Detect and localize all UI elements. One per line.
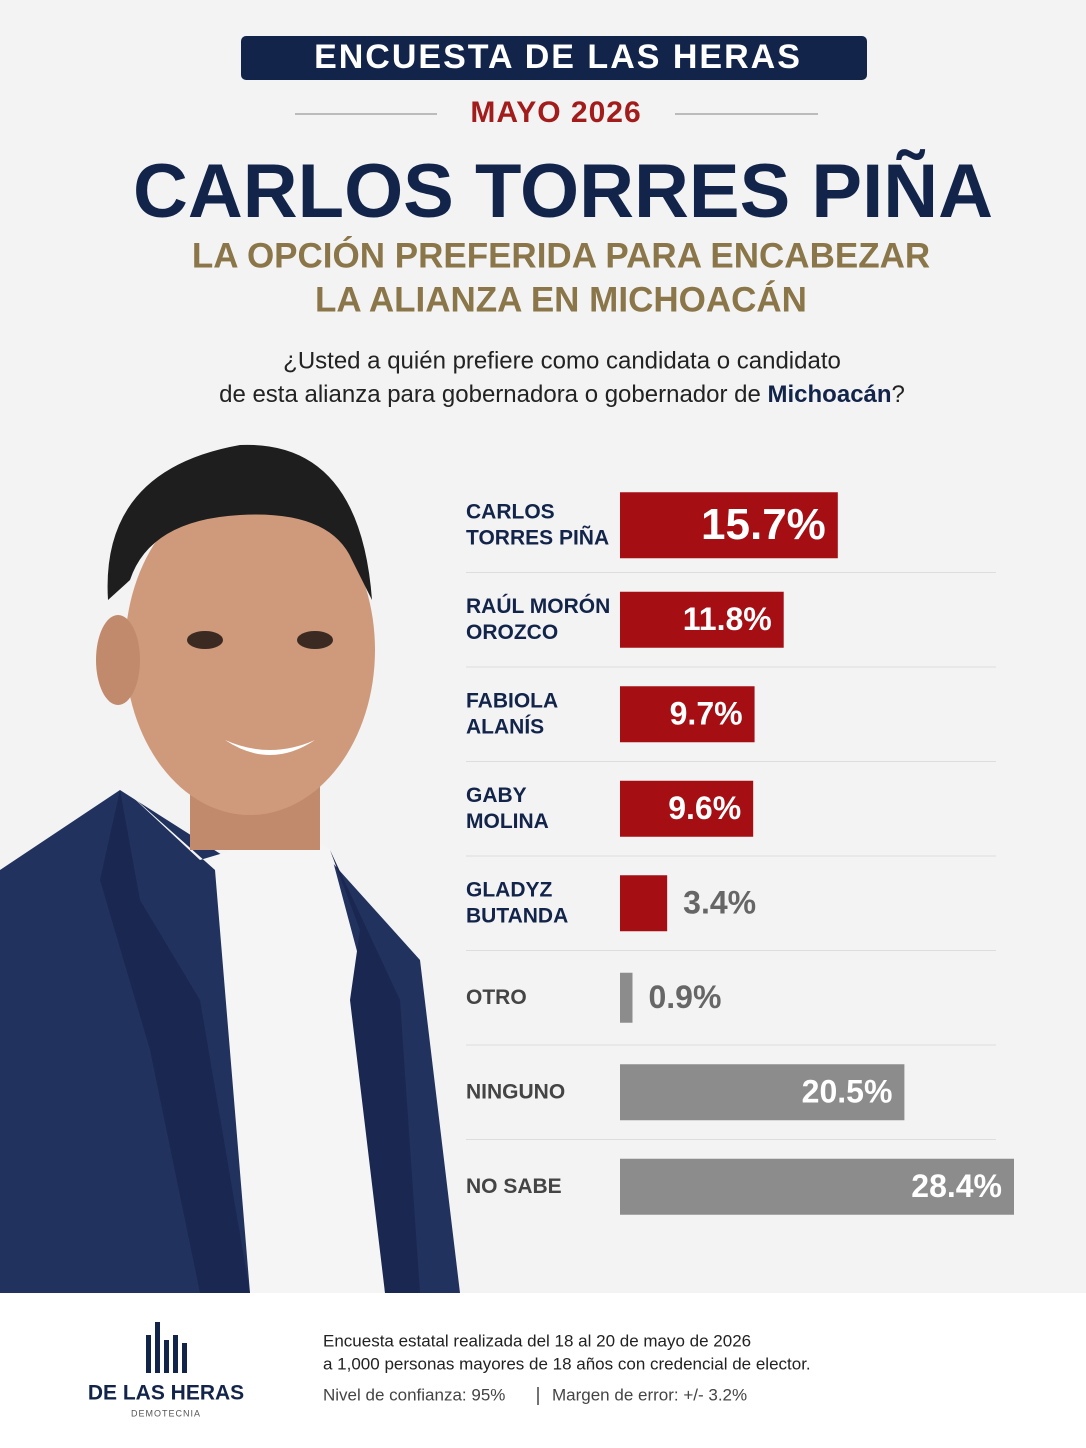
- bar-chart: CARLOS TORRES PIÑA 15.7% RAÚL MORÓN OROZCO 11…: [466, 492, 1014, 1215]
- date: MAYO 2026: [470, 96, 641, 129]
- category-label: NO SABE: [466, 1174, 562, 1197]
- subtitle: LA ALIANZA EN MICHOACÁN: [315, 279, 807, 319]
- footer-bg: [0, 1293, 1086, 1448]
- category-line: OROZCO: [466, 620, 558, 643]
- confidence: Nivel de confianza: 95%: [323, 1385, 505, 1404]
- value-label: 9.7%: [670, 696, 743, 732]
- category-line: NO SABE: [466, 1174, 562, 1197]
- logo-name: DE LAS HERAS: [88, 1382, 244, 1405]
- category-label: NINGUNO: [466, 1080, 565, 1103]
- category-label: GLADYZ BUTANDA: [466, 878, 568, 927]
- bar: [620, 972, 633, 1023]
- bar: [620, 1158, 1014, 1215]
- category-label: FABIOLA ALANÍS: [466, 689, 558, 738]
- value-label: 15.7%: [701, 500, 826, 549]
- question: ¿Usted a quién prefiere como candidata o…: [283, 347, 841, 374]
- category-line: MOLINA: [466, 809, 549, 832]
- value-label: 9.6%: [668, 790, 741, 826]
- value-label: 3.4%: [683, 885, 756, 921]
- margin: Margen de error: +/- 3.2%: [552, 1385, 747, 1404]
- question: de esta alianza para gobernadora o gober…: [219, 381, 905, 408]
- bar: [620, 875, 668, 932]
- category-label: CARLOS TORRES PIÑA: [466, 500, 609, 549]
- category-line: CARLOS: [466, 500, 555, 523]
- value-label: 28.4%: [911, 1168, 1002, 1204]
- bar: [620, 591, 784, 648]
- category-label: RAÚL MORÓN OROZCO: [466, 593, 610, 643]
- category-line: ALANÍS: [466, 715, 544, 738]
- value-label: 0.9%: [648, 979, 721, 1015]
- bar: [620, 1064, 905, 1121]
- logo-icon: [146, 1322, 187, 1373]
- banner: ENCUESTA DE LAS HERAS: [314, 38, 802, 76]
- category-line: GABY: [466, 783, 527, 806]
- category-line: FABIOLA: [466, 689, 558, 712]
- portrait: [0, 444, 460, 1293]
- headline: CARLOS TORRES PIÑA: [133, 149, 993, 234]
- note: a 1,000 personas mayores de 18 años con …: [323, 1354, 811, 1373]
- question-emphasis: Michoacán: [768, 381, 892, 408]
- bar: [620, 780, 754, 837]
- category-line: OTRO: [466, 985, 527, 1008]
- note: Encuesta estatal realizada del 18 al 20 …: [323, 1331, 751, 1350]
- question-end: ?: [892, 381, 905, 408]
- bar: [620, 686, 755, 743]
- category-line: BUTANDA: [466, 904, 568, 927]
- logo-sub: DEMOTECNIA: [131, 1408, 201, 1418]
- value-label: 20.5%: [802, 1074, 893, 1110]
- category-line: NINGUNO: [466, 1080, 565, 1103]
- value-label: 11.8%: [683, 601, 772, 637]
- bar: [620, 492, 838, 559]
- subtitle: LA OPCIÓN PREFERIDA PARA ENCABEZAR: [192, 235, 930, 275]
- question-text: de esta alianza para gobernadora o gober…: [219, 381, 767, 408]
- banner-box: [241, 36, 867, 80]
- category-label: OTRO: [466, 985, 527, 1008]
- category-line: RAÚL MORÓN: [466, 593, 610, 617]
- category-label: GABY MOLINA: [466, 783, 549, 832]
- category-line: GLADYZ: [466, 878, 553, 901]
- category-line: TORRES PIÑA: [466, 526, 609, 549]
